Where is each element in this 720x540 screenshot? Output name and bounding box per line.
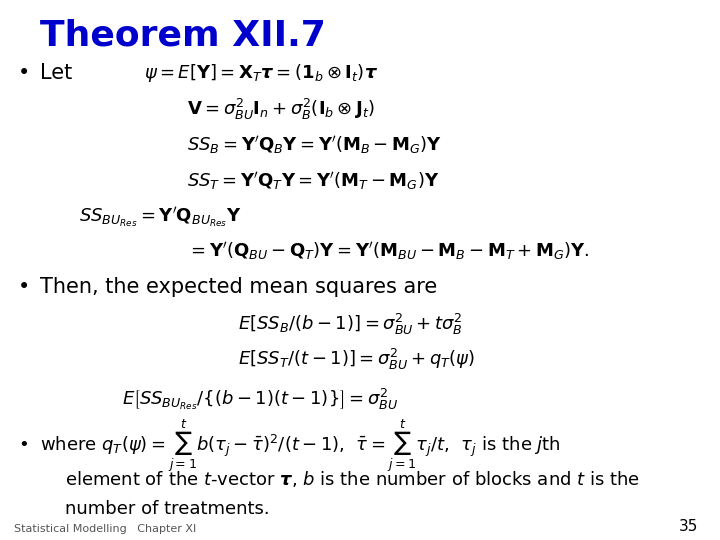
Text: $SS_B = \mathbf{Y}'\mathbf{Q}_B\mathbf{Y} = \mathbf{Y}'(\mathbf{M}_B - \mathbf{M: $SS_B = \mathbf{Y}'\mathbf{Q}_B\mathbf{Y…: [187, 134, 442, 156]
Text: where $q_T(\psi) = \sum_{j=1}^{t} b(\tau_j - \bar{\tau})^2/(t-1)$,  $\bar{\tau} : where $q_T(\psi) = \sum_{j=1}^{t} b(\tau…: [40, 417, 560, 474]
Text: $E\left[SS_{BU_{Res}}/\{(b-1)(t-1)\}\right] = \sigma^2_{BU}$: $E\left[SS_{BU_{Res}}/\{(b-1)(t-1)\}\rig…: [122, 387, 399, 412]
Text: Statistical Modelling   Chapter XI: Statistical Modelling Chapter XI: [14, 523, 197, 534]
Text: $\psi = E[\mathbf{Y}] = \mathbf{X}_T\boldsymbol{\tau} = (\mathbf{1}_b \otimes \m: $\psi = E[\mathbf{Y}] = \mathbf{X}_T\bol…: [144, 62, 378, 84]
Text: number of treatments.: number of treatments.: [65, 500, 269, 518]
Text: $E\left[SS_T/(t-1)\right] = \sigma^2_{BU} + q_T(\psi)$: $E\left[SS_T/(t-1)\right] = \sigma^2_{BU…: [238, 347, 474, 372]
Text: Then, the expected mean squares are: Then, the expected mean squares are: [40, 277, 437, 298]
Text: $SS_T = \mathbf{Y}'\mathbf{Q}_T\mathbf{Y} = \mathbf{Y}'(\mathbf{M}_T - \mathbf{M: $SS_T = \mathbf{Y}'\mathbf{Q}_T\mathbf{Y…: [187, 171, 439, 192]
Text: element of the $t$-vector $\boldsymbol{\tau}$, $b$ is the number of blocks and $: element of the $t$-vector $\boldsymbol{\…: [65, 469, 640, 489]
Text: $E\left[SS_B/(b-1)\right] = \sigma^2_{BU} + t\sigma^2_B$: $E\left[SS_B/(b-1)\right] = \sigma^2_{BU…: [238, 312, 462, 336]
Text: $= \mathbf{Y}'(\mathbf{Q}_{BU} - \mathbf{Q}_T)\mathbf{Y} = \mathbf{Y}'(\mathbf{M: $= \mathbf{Y}'(\mathbf{Q}_{BU} - \mathbf…: [187, 240, 590, 262]
Text: Let: Let: [40, 63, 72, 83]
Text: 35: 35: [679, 518, 698, 534]
Text: $SS_{BU_{Res}} = \mathbf{Y}'\mathbf{Q}_{BU_{Res}}\mathbf{Y}$: $SS_{BU_{Res}} = \mathbf{Y}'\mathbf{Q}_{…: [79, 206, 242, 230]
Text: Theorem XII.7: Theorem XII.7: [40, 19, 325, 53]
Text: $\mathbf{V} = \sigma^2_{BU}\mathbf{I}_n + \sigma^2_B(\mathbf{I}_b \otimes \mathb: $\mathbf{V} = \sigma^2_{BU}\mathbf{I}_n …: [187, 97, 375, 122]
Text: •: •: [18, 63, 30, 83]
Text: •: •: [18, 436, 29, 455]
Text: •: •: [18, 277, 30, 298]
